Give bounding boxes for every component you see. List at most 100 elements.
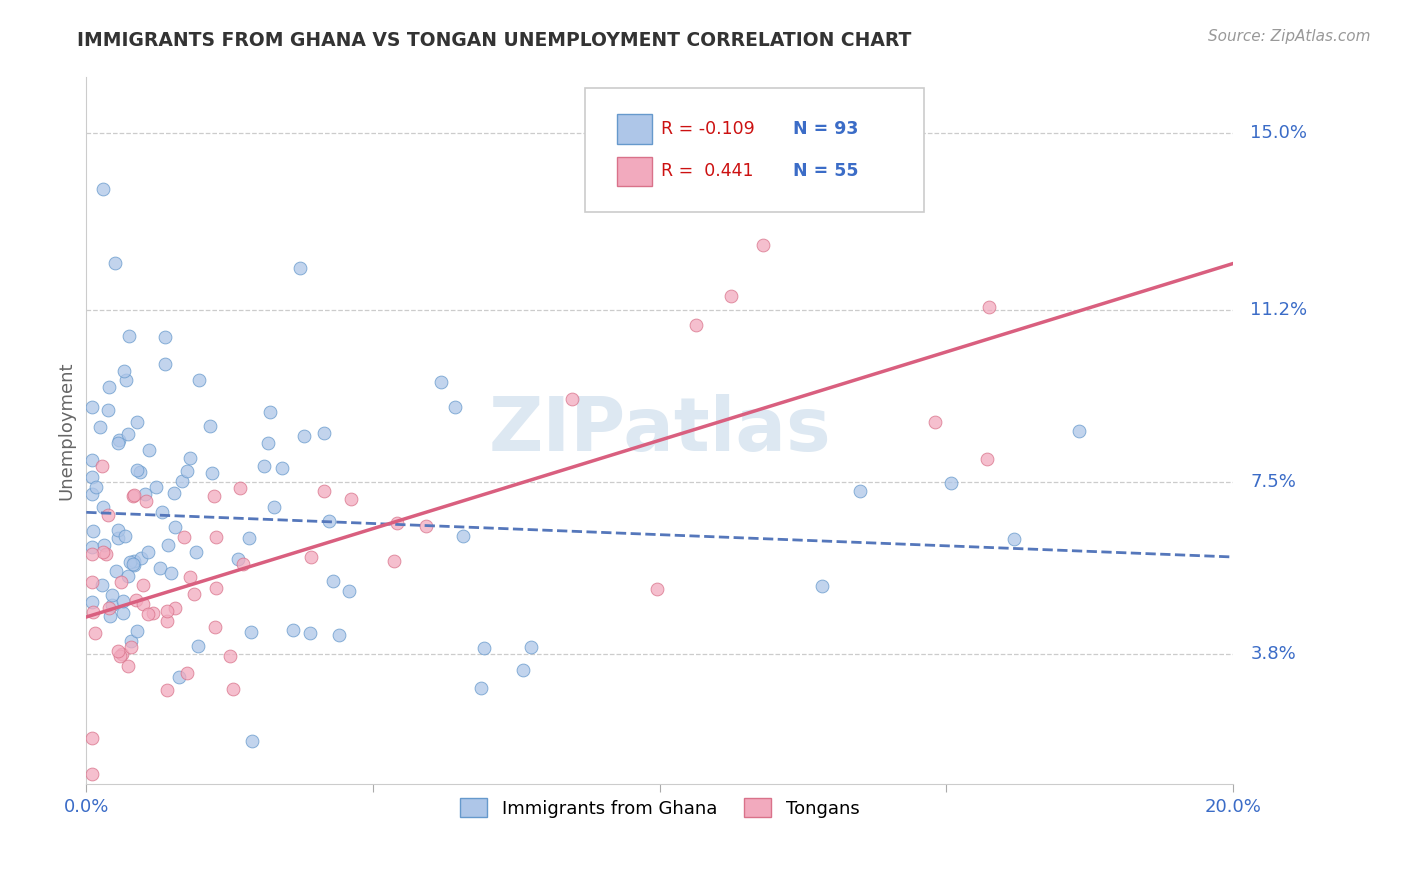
Text: 7.5%: 7.5% <box>1250 473 1296 491</box>
Point <box>179 570 201 584</box>
Point <box>97 380 120 394</box>
Point <box>138 443 160 458</box>
Point <box>105 564 128 578</box>
Text: N = 55: N = 55 <box>793 162 858 180</box>
Point <box>136 544 159 558</box>
Point <box>281 623 304 637</box>
Point <box>163 601 186 615</box>
Point <box>924 415 946 429</box>
Point <box>256 436 278 450</box>
Point <box>163 486 186 500</box>
Point <box>122 554 145 568</box>
Point <box>110 575 132 590</box>
Point <box>186 545 208 559</box>
Point <box>160 566 183 580</box>
Point <box>80 541 103 555</box>
Point <box>430 376 453 390</box>
Point <box>93 544 115 558</box>
Point <box>93 539 115 553</box>
Point <box>82 524 104 538</box>
Point <box>240 624 263 639</box>
Point <box>107 523 129 537</box>
Point <box>240 734 263 748</box>
Point <box>80 470 103 484</box>
Point <box>848 483 870 498</box>
Point <box>299 626 322 640</box>
Point <box>115 373 138 387</box>
Text: R = -0.109: R = -0.109 <box>661 120 755 138</box>
Point <box>80 595 103 609</box>
Point <box>127 624 149 638</box>
Point <box>94 547 117 561</box>
Point <box>232 557 254 571</box>
Point <box>520 640 543 654</box>
Point <box>117 426 139 441</box>
Point <box>91 500 114 515</box>
Point <box>93 182 115 196</box>
Point <box>80 453 103 467</box>
Point <box>121 557 143 571</box>
Point <box>97 508 120 522</box>
Point <box>163 519 186 533</box>
Text: N = 93: N = 93 <box>793 120 858 138</box>
Point <box>202 489 225 503</box>
Point <box>218 649 240 664</box>
Text: R =  0.441: R = 0.441 <box>661 162 754 180</box>
Point <box>1002 532 1025 546</box>
Point <box>155 683 177 698</box>
Text: 15.0%: 15.0% <box>1250 124 1308 142</box>
Point <box>98 609 121 624</box>
Point <box>117 659 139 673</box>
Point <box>153 330 176 344</box>
Point <box>187 639 209 653</box>
Point <box>292 428 315 442</box>
Point <box>91 578 114 592</box>
Point <box>337 584 360 599</box>
Point <box>176 666 198 681</box>
Point <box>120 634 142 648</box>
Point <box>112 594 135 608</box>
Point <box>156 614 179 628</box>
Point <box>122 487 145 501</box>
Point <box>136 607 159 621</box>
Point <box>135 493 157 508</box>
Point <box>811 580 834 594</box>
Text: IMMIGRANTS FROM GHANA VS TONGAN UNEMPLOYMENT CORRELATION CHART: IMMIGRANTS FROM GHANA VS TONGAN UNEMPLOY… <box>77 31 911 50</box>
Point <box>80 547 103 561</box>
Point <box>80 731 103 745</box>
Point <box>176 464 198 478</box>
Point <box>127 415 149 429</box>
Point <box>204 619 226 633</box>
Point <box>155 357 177 371</box>
Text: Source: ZipAtlas.com: Source: ZipAtlas.com <box>1208 29 1371 44</box>
Point <box>117 329 139 343</box>
Point <box>98 601 121 615</box>
FancyBboxPatch shape <box>585 88 924 211</box>
Point <box>979 300 1001 314</box>
Point <box>299 549 322 564</box>
Point <box>229 481 252 495</box>
Point <box>253 458 276 473</box>
Point <box>100 588 122 602</box>
Point <box>322 574 344 588</box>
Point <box>134 487 156 501</box>
Point <box>80 400 103 414</box>
Point <box>80 487 103 501</box>
Point <box>128 465 150 479</box>
Point <box>205 530 228 544</box>
Point <box>141 606 163 620</box>
Point <box>179 450 201 465</box>
Point <box>561 392 583 406</box>
Point <box>169 670 191 684</box>
Point <box>941 476 963 491</box>
Legend: Immigrants from Ghana, Tongans: Immigrants from Ghana, Tongans <box>453 791 866 825</box>
Point <box>112 364 135 378</box>
Point <box>111 606 134 620</box>
Point <box>314 484 336 499</box>
Point <box>318 515 340 529</box>
Point <box>720 289 742 303</box>
Point <box>108 649 131 664</box>
Point <box>132 577 155 591</box>
Point <box>270 461 292 475</box>
Point <box>104 256 127 270</box>
